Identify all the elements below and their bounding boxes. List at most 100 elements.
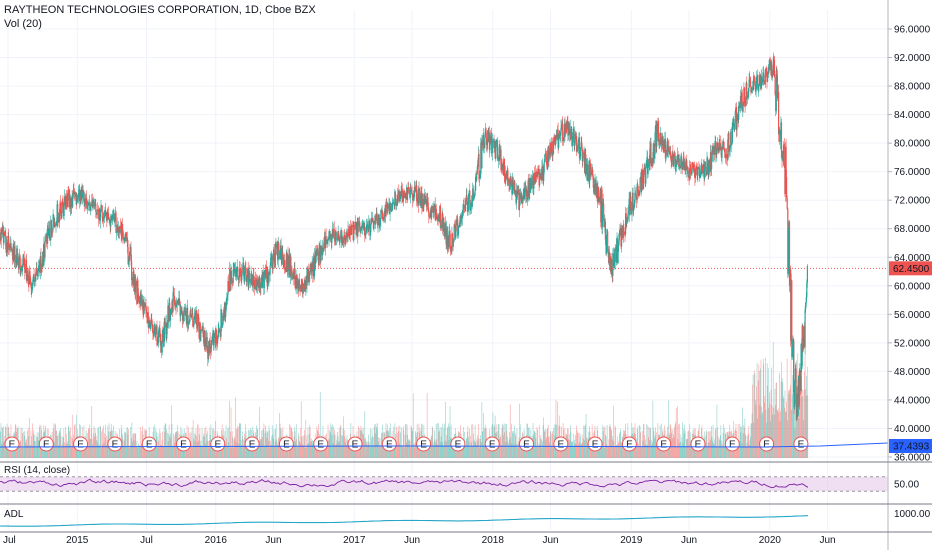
candle-body [8, 236, 10, 248]
candle-body [170, 310, 172, 315]
time-axis-label: Jun [542, 535, 558, 546]
candle-body [503, 158, 505, 177]
volume-bar [402, 425, 404, 458]
candle-body [537, 168, 539, 175]
volume-bar [173, 433, 174, 458]
volume-bar [88, 429, 90, 458]
volume-bar [294, 427, 295, 458]
volume-bar [211, 445, 212, 458]
candle-body [10, 243, 12, 251]
candle-body [287, 254, 289, 271]
volume-bar [609, 424, 611, 458]
volume-bar [406, 424, 408, 458]
volume-bar [742, 433, 744, 458]
volume-bar [54, 424, 56, 458]
volume-bar [475, 442, 476, 458]
candle-body [109, 219, 111, 224]
candle-body [478, 153, 480, 179]
price-axis-label: 48.0000 [894, 367, 931, 378]
volume-bar [415, 431, 416, 458]
volume-bar [258, 443, 260, 458]
candle-body [454, 224, 456, 226]
volume-bar [545, 439, 547, 458]
volume-bar [795, 406, 796, 458]
volume-bar [205, 426, 207, 458]
candle-body [252, 275, 254, 286]
volume-bar [240, 439, 242, 458]
candle-body [760, 75, 762, 84]
candle-body [25, 259, 28, 281]
volume-bar [241, 445, 242, 458]
earnings-marker-label: E [729, 440, 736, 451]
volume-bar [103, 442, 105, 458]
volume-bar [269, 430, 270, 458]
volume-bar [571, 442, 573, 458]
candle-body [32, 279, 34, 285]
volume-bar [712, 424, 714, 458]
volume-bar [0, 423, 2, 458]
volume-bar [792, 375, 794, 458]
volume-bar [414, 442, 416, 458]
volume-bar [535, 437, 537, 458]
volume-bar [796, 406, 798, 458]
volume-bar [265, 425, 266, 458]
volume-bar [640, 446, 642, 458]
candle-body [652, 158, 654, 161]
candle-body [301, 280, 303, 293]
candle-body [80, 195, 82, 201]
candle-body [638, 191, 641, 196]
volume-bar [487, 446, 488, 458]
volume-bar [517, 447, 518, 458]
candle-body [72, 195, 74, 207]
time-axis-label: 2016 [205, 535, 228, 546]
volume-bar [778, 412, 780, 458]
candle-body [215, 330, 217, 343]
volume-bar [734, 447, 736, 458]
candle-body [339, 237, 341, 243]
candle-body [547, 149, 549, 170]
volume-bar [33, 429, 35, 458]
volume-bar [768, 408, 770, 458]
volume-bar [588, 438, 590, 458]
volume-bar [164, 423, 166, 458]
volume-bar [399, 425, 401, 458]
volume-bar [92, 444, 94, 458]
volume-bar [709, 431, 711, 458]
volume-bar [32, 423, 33, 458]
volume-bar [0, 431, 1, 458]
volume-bar [684, 424, 685, 458]
volume-bar [804, 371, 805, 458]
candle-body [753, 76, 755, 86]
candle-body [632, 192, 634, 211]
candle-body [723, 148, 725, 150]
candle-body [566, 128, 568, 129]
volume-bar [266, 437, 268, 458]
candle-body [382, 212, 384, 220]
rsi-band [0, 476, 888, 492]
volume-bar [69, 444, 71, 458]
volume-bar [401, 427, 402, 458]
volume-bar [783, 398, 785, 458]
volume-bar [123, 446, 124, 458]
volume-bar [307, 427, 309, 458]
volume-bar [802, 396, 804, 458]
volume-bar [396, 445, 398, 458]
candle-body [592, 176, 594, 188]
volume-bar [795, 391, 797, 458]
volume-bar [18, 445, 20, 458]
volume-bar [30, 444, 31, 458]
candle-body [561, 125, 563, 128]
candle-body [399, 196, 402, 200]
volume-bar [378, 438, 380, 458]
candle-body [259, 277, 261, 286]
volume-bar [789, 390, 790, 458]
volume-bar [505, 441, 507, 458]
candle-body [562, 123, 564, 142]
candle-body [742, 105, 744, 111]
candle-body [60, 202, 62, 214]
candle-body [111, 219, 113, 221]
earnings-marker-label: E [352, 440, 359, 451]
volume-bar [714, 439, 716, 458]
volume-bar [302, 444, 303, 458]
volume-bar [362, 427, 364, 458]
